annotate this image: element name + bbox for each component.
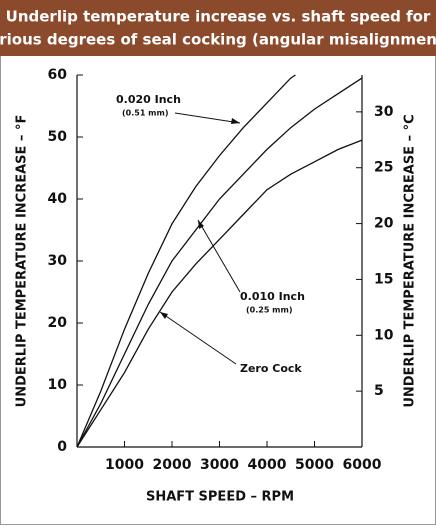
series-label: Zero Cock [240, 362, 302, 375]
series-note: (0.25 mm) [246, 306, 293, 315]
annotation-arrow [197, 219, 241, 293]
chart-title: various degrees of seal cocking (angular… [0, 31, 436, 49]
chart-title: Underlip temperature increase vs. shaft … [6, 8, 431, 26]
y2-tick-label: 20 [374, 216, 394, 232]
y-tick-label: 50 [48, 129, 68, 145]
x-tick-label: 2000 [153, 457, 192, 473]
y2-tick-label: 5 [374, 383, 384, 399]
series-line [76, 77, 363, 448]
y2-tick-label: 10 [374, 327, 394, 343]
x-tick-label: 4000 [248, 457, 287, 473]
arrowhead [160, 312, 168, 319]
arrowhead [231, 118, 240, 124]
y2-axis-label: UNDERLIP TEMPERATURE INCREASE – °C [403, 114, 418, 407]
y-tick-label: 0 [57, 439, 67, 455]
annotation-arrow [159, 311, 237, 365]
y-tick-label: 20 [48, 315, 68, 331]
y-tick-label: 60 [48, 67, 68, 83]
series-line [76, 74, 296, 448]
x-tick-label: 6000 [343, 457, 382, 473]
series-line [76, 139, 363, 448]
series-label: 0.020 Inch [116, 93, 181, 106]
annotation-arrow [174, 112, 241, 124]
y2-tick-label: 25 [374, 160, 393, 176]
x-tick-label: 3000 [200, 457, 239, 473]
y-tick-label: 10 [48, 377, 68, 393]
arrowhead [198, 220, 204, 229]
y-tick-label: 40 [48, 191, 68, 207]
y2-tick-label: 15 [374, 271, 393, 287]
x-tick-label: 1000 [105, 457, 144, 473]
series-label: 0.010 Inch [240, 290, 305, 303]
y-axis-label: UNDERLIP TEMPERATURE INCREASE – °F [15, 115, 30, 408]
series-note: (0.51 mm) [122, 109, 169, 118]
title-banner [0, 0, 436, 56]
y-tick-label: 30 [48, 253, 68, 269]
x-tick-label: 5000 [295, 457, 334, 473]
x-axis-label: SHAFT SPEED – RPM [146, 490, 294, 505]
y2-tick-label: 30 [374, 104, 394, 120]
